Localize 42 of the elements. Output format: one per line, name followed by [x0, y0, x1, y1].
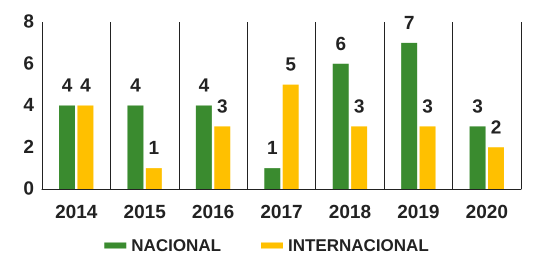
bar	[332, 64, 349, 189]
data-label: 4	[198, 76, 210, 96]
data-label: 3	[422, 96, 433, 118]
y-tick-label: 2	[23, 136, 34, 158]
bar	[401, 42, 418, 189]
data-label: 4	[62, 76, 73, 96]
x-tick-label: 2017	[260, 202, 303, 223]
y-tick-label: 8	[23, 12, 34, 32]
x-tick-label: 2020	[466, 202, 508, 223]
bar	[214, 126, 230, 189]
data-label: 5	[285, 54, 296, 76]
legend-label: INTERNACIONAL	[288, 236, 429, 255]
data-label: 4	[130, 76, 142, 96]
bar	[420, 126, 436, 189]
data-label: 3	[354, 96, 364, 118]
bar	[282, 84, 299, 189]
bar	[351, 126, 368, 189]
x-tick-label: 2018	[328, 202, 372, 223]
bar	[146, 168, 162, 189]
data-label: 2	[490, 117, 502, 138]
bar	[196, 106, 212, 189]
data-label: 4	[80, 76, 92, 96]
bar	[59, 106, 76, 189]
data-label: 1	[148, 138, 160, 160]
legend-label: NACIONAL	[131, 236, 222, 255]
data-label: 3	[472, 96, 483, 118]
y-tick-label: 4	[23, 95, 34, 116]
data-label: 3	[216, 96, 228, 118]
y-tick-label: 0	[23, 178, 34, 200]
bar	[77, 106, 94, 189]
y-tick-label: 6	[23, 53, 34, 74]
bar	[470, 126, 486, 189]
bar	[264, 168, 280, 189]
x-tick-label: 2014	[55, 202, 98, 223]
x-tick-label: 2019	[397, 202, 440, 223]
bar	[488, 147, 504, 189]
data-label: 7	[404, 12, 414, 34]
data-label: 6	[335, 34, 346, 55]
bar	[127, 106, 144, 189]
x-tick-label: 2016	[192, 202, 234, 223]
x-tick-label: 2015	[124, 202, 166, 223]
data-label: 1	[267, 138, 278, 160]
